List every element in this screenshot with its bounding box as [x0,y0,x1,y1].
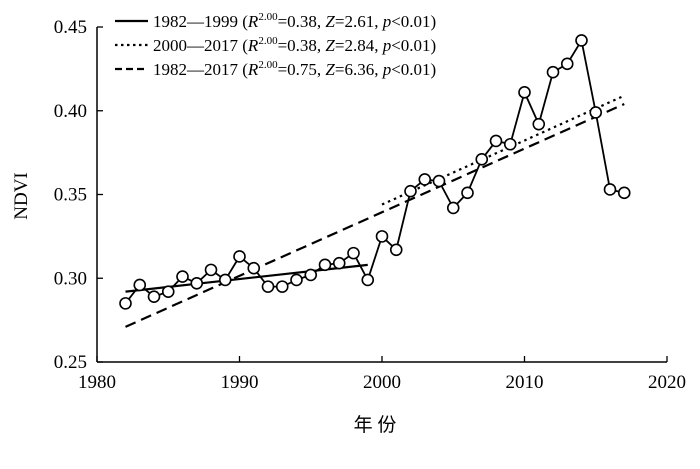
legend-entry-dotted: 2000—2017 (R2.00=0.38, Z=2.84, p<0.01) [153,35,436,55]
data-point [603,183,617,196]
data-point [560,57,574,71]
data-point [190,276,204,290]
data-point [418,173,432,186]
data-point [233,250,246,263]
data-point [332,256,346,270]
y-tick-label: 0.45 [54,17,87,38]
data-point [546,65,560,79]
data-point [318,258,332,272]
x-tick-label: 2020 [648,372,686,393]
data-point [518,86,531,99]
legend-entry-dashed: 1982—2017 (R2.00=0.75, Z=6.36, p<0.01) [153,59,436,79]
data-markers [119,34,631,310]
y-tick-label: 0.40 [54,101,87,122]
data-point [532,117,546,131]
x-tick-label: 1990 [221,372,259,393]
data-point [204,263,218,277]
y-tick-label: 0.25 [54,352,87,373]
x-tick-label: 2010 [506,372,544,393]
data-point [304,268,318,282]
data-point [503,137,517,151]
data-point [446,201,460,215]
data-point [290,273,303,287]
data-point [432,174,446,188]
data-point [461,186,474,200]
trend-line-dashed [125,103,625,328]
observed-ndvi-line [124,37,625,304]
axes: 0.25 0.30 0.35 0.40 0.45 1980 1990 2000 2010 2020 [54,17,686,393]
trend-line-solid [125,263,368,293]
data-point [589,106,603,119]
data-point [176,270,189,283]
data-point [275,280,289,293]
x-axis-title: 年 份 [354,414,397,436]
data-point [133,278,147,292]
legend: 1982—1999 (R2.00=0.38, Z=2.61, p<0.01) 20… [115,11,436,79]
data-point [347,246,360,260]
data-point [489,134,503,148]
data-point [218,273,232,287]
legend-entry-solid: 1982—1999 (R2.00=0.38, Z=2.61, p<0.01) [153,11,436,31]
x-tick-label: 2000 [363,372,401,393]
data-point [119,297,132,310]
data-point [389,243,403,257]
y-tick-label: 0.30 [54,268,87,289]
data-point [261,280,275,293]
x-tick-label: 1980 [78,372,116,393]
data-point [361,273,375,287]
data-point [247,261,261,275]
trend-line-dotted [381,94,625,206]
y-tick-label: 0.35 [54,185,87,206]
data-point [617,186,631,200]
data-point [475,153,489,166]
data-point [375,230,389,243]
y-axis-title: NDVI [11,172,32,220]
data-point [575,34,588,47]
data-point [161,285,175,298]
data-point [147,290,161,303]
data-point [404,184,417,198]
